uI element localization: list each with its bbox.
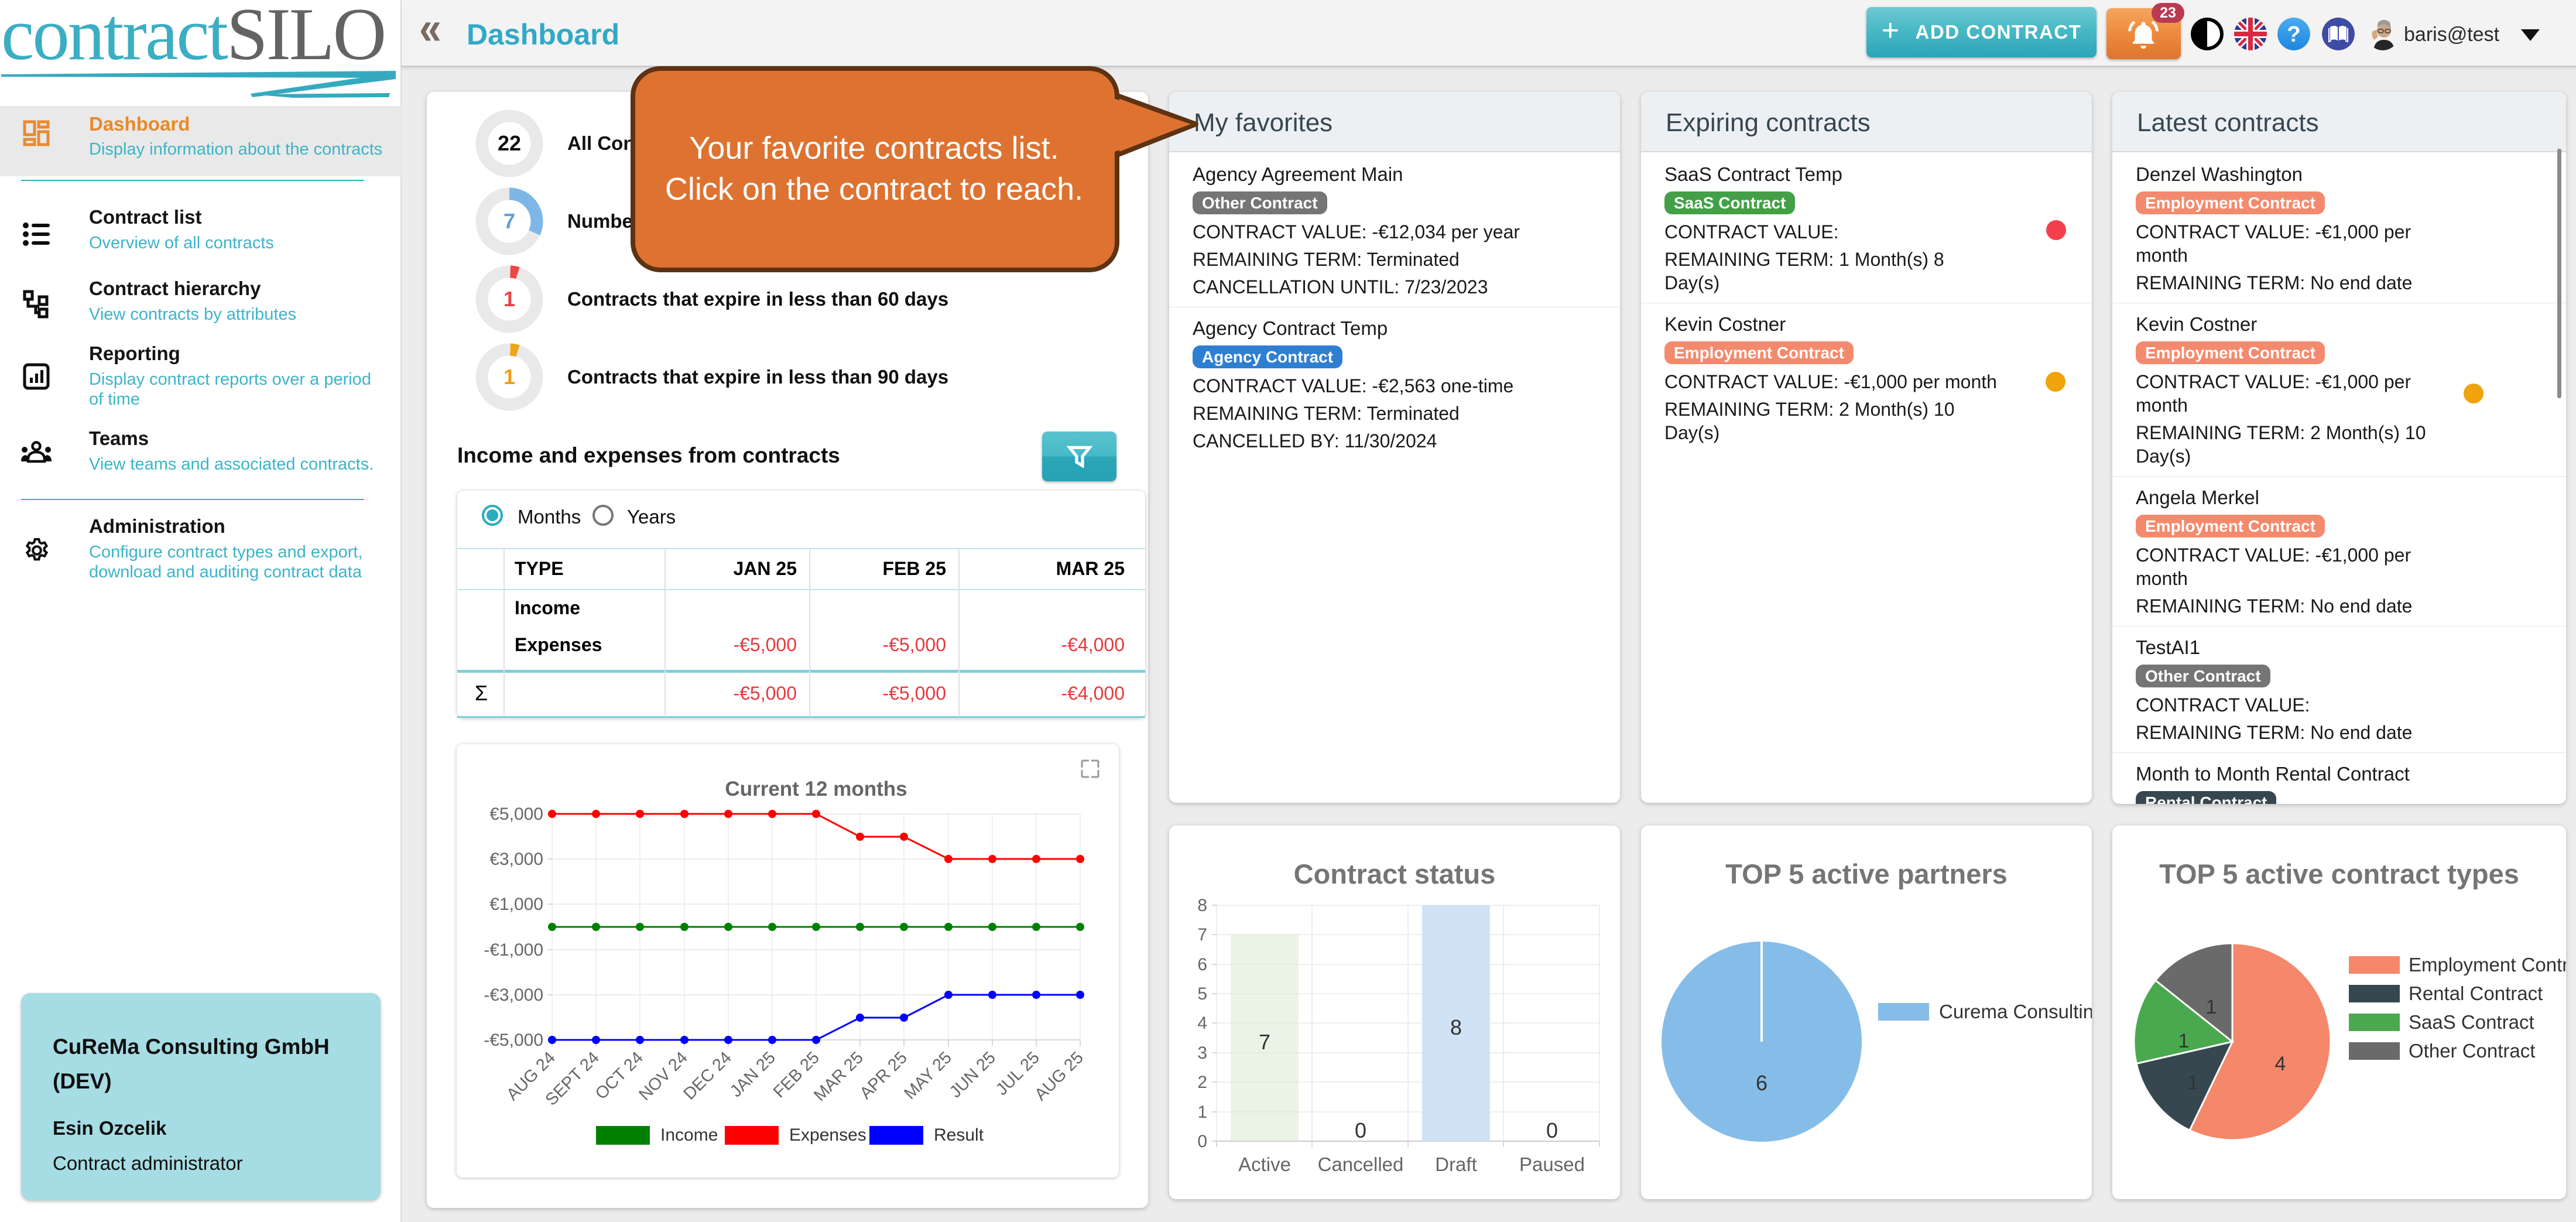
svg-text:Draft: Draft — [1435, 1153, 1477, 1175]
svg-text:Rental Contract: Rental Contract — [2409, 983, 2543, 1004]
svg-text:1: 1 — [1197, 1103, 1207, 1122]
svg-text:0: 0 — [1197, 1132, 1207, 1151]
svg-text:-€1,000: -€1,000 — [484, 940, 543, 960]
svg-text:Cancelled: Cancelled — [1318, 1153, 1404, 1175]
svg-text:3: 3 — [1197, 1043, 1207, 1063]
svg-text:1: 1 — [2206, 996, 2217, 1018]
svg-text:8: 8 — [1450, 1015, 1462, 1039]
svg-text:-€5,000: -€5,000 — [484, 1031, 543, 1050]
svg-text:Current 12 months: Current 12 months — [725, 778, 907, 800]
svg-text:AUG 25: AUG 25 — [1031, 1048, 1087, 1104]
svg-text:DEC 24: DEC 24 — [680, 1048, 735, 1103]
svg-text:6: 6 — [1756, 1071, 1767, 1095]
svg-text:Employment Contract: Employment Contract — [2409, 954, 2566, 975]
svg-text:?: ? — [2287, 22, 2300, 47]
svg-text:1: 1 — [2188, 1072, 2199, 1094]
svg-text:-€3,000: -€3,000 — [484, 985, 543, 1005]
svg-text:2: 2 — [1197, 1073, 1207, 1092]
svg-text:JUN 25: JUN 25 — [946, 1048, 999, 1101]
svg-text:€5,000: €5,000 — [489, 805, 543, 824]
svg-text:Active: Active — [1238, 1153, 1291, 1175]
svg-text:Curema Consulting GmbH: Curema Consulting GmbH — [1939, 1001, 2092, 1022]
svg-text:5: 5 — [1197, 984, 1207, 1004]
svg-text:€3,000: €3,000 — [489, 850, 543, 869]
svg-text:8: 8 — [1197, 896, 1207, 915]
svg-text:JAN 25: JAN 25 — [727, 1048, 779, 1101]
svg-text:SaaS Contract: SaaS Contract — [2409, 1011, 2534, 1033]
svg-text:0: 0 — [1546, 1118, 1558, 1142]
svg-text:1: 1 — [2178, 1030, 2190, 1052]
svg-text:OCT 24: OCT 24 — [592, 1048, 647, 1103]
svg-text:NOV 24: NOV 24 — [635, 1048, 691, 1104]
svg-text:MAR 25: MAR 25 — [810, 1048, 867, 1105]
svg-text:4: 4 — [1197, 1014, 1207, 1033]
svg-text:MAY 25: MAY 25 — [900, 1048, 955, 1103]
svg-text:€1,000: €1,000 — [489, 895, 543, 914]
svg-text:Income: Income — [660, 1125, 718, 1145]
svg-text:7: 7 — [1259, 1030, 1270, 1054]
svg-text:7: 7 — [1197, 925, 1207, 944]
svg-text:0: 0 — [1355, 1118, 1366, 1142]
svg-text:Paused: Paused — [1519, 1153, 1585, 1175]
svg-text:APR 25: APR 25 — [857, 1048, 911, 1103]
svg-text:6: 6 — [1197, 955, 1207, 974]
svg-text:Other Contract: Other Contract — [2409, 1040, 2535, 1062]
svg-text:4: 4 — [2275, 1053, 2286, 1075]
svg-text:Expenses: Expenses — [789, 1125, 866, 1145]
svg-text:Result: Result — [934, 1125, 984, 1145]
